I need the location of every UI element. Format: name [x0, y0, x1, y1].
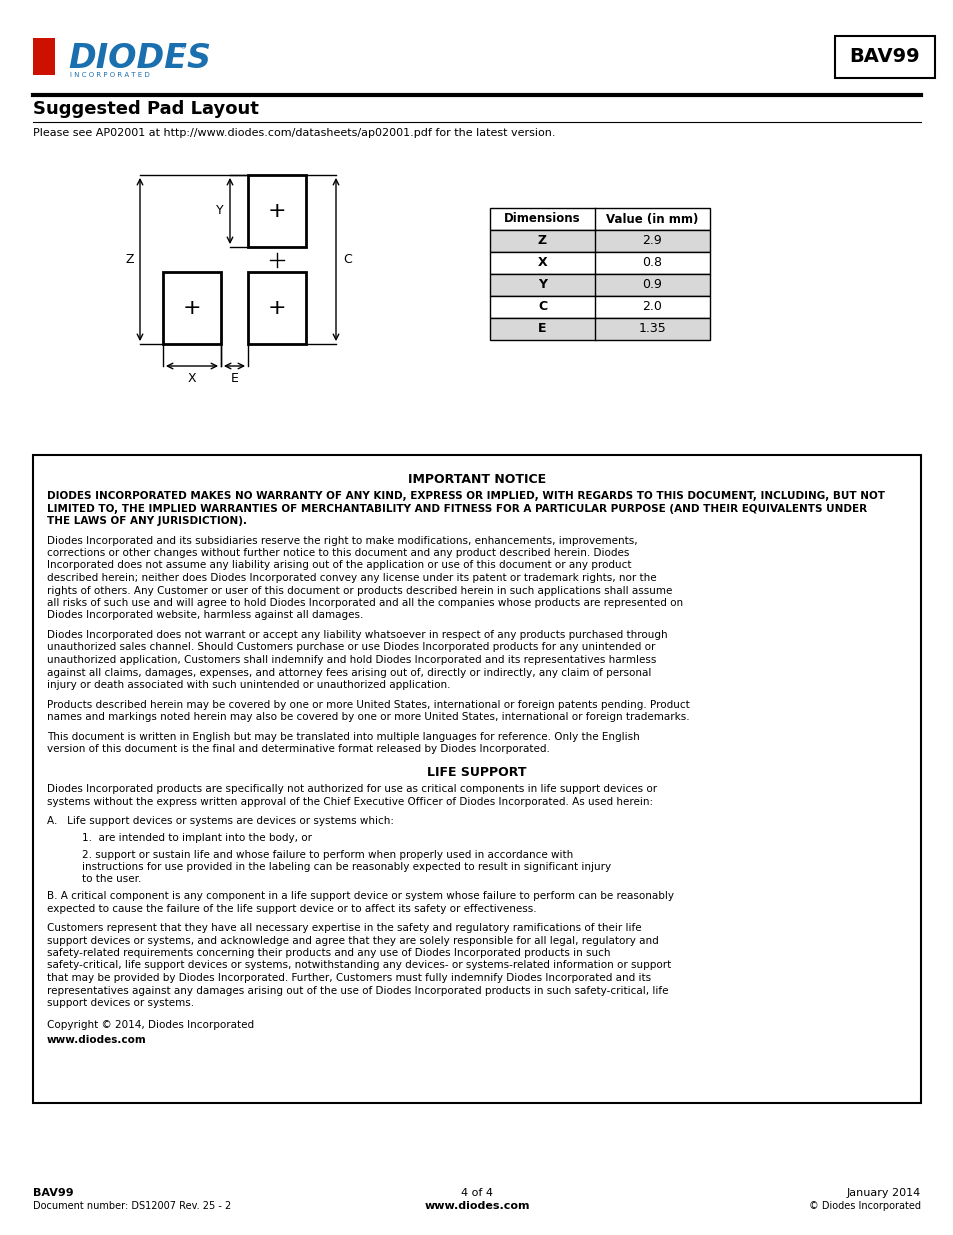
Text: This document is written in English but may be translated into multiple language: This document is written in English but … — [47, 731, 639, 741]
Text: against all claims, damages, expenses, and attorney fees arising out of, directl: against all claims, damages, expenses, a… — [47, 667, 651, 678]
Polygon shape — [33, 38, 55, 75]
Bar — [490, 230, 709, 252]
Text: rights of others. Any Customer or user of this document or products described he: rights of others. Any Customer or user o… — [47, 585, 672, 595]
Text: B. A critical component is any component in a life support device or system whos: B. A critical component is any component… — [47, 890, 673, 902]
Text: Y: Y — [537, 279, 546, 291]
Text: corrections or other changes without further notice to this document and any pro: corrections or other changes without fur… — [47, 548, 629, 558]
Text: Please see AP02001 at http://www.diodes.com/datasheets/ap02001.pdf for the lates: Please see AP02001 at http://www.diodes.… — [33, 128, 555, 138]
Bar — [490, 207, 709, 230]
Text: Diodes Incorporated website, harmless against all damages.: Diodes Incorporated website, harmless ag… — [47, 610, 363, 620]
Text: © Diodes Incorporated: © Diodes Incorporated — [808, 1200, 920, 1212]
Text: 1.  are intended to implant into the body, or: 1. are intended to implant into the body… — [82, 832, 312, 844]
Bar — [248, 175, 306, 247]
Text: instructions for use provided in the labeling can be reasonably expected to resu: instructions for use provided in the lab… — [82, 862, 611, 872]
Text: 0.8: 0.8 — [641, 257, 661, 269]
Text: Z: Z — [537, 235, 546, 247]
Text: +: + — [182, 298, 201, 317]
Text: Products described herein may be covered by one or more United States, internati: Products described herein may be covered… — [47, 699, 689, 709]
Bar — [834, 36, 934, 78]
Text: ®: ® — [180, 44, 187, 49]
Text: Customers represent that they have all necessary expertise in the safety and reg: Customers represent that they have all n… — [47, 923, 641, 932]
Text: support devices or systems.: support devices or systems. — [47, 998, 193, 1008]
Text: Y: Y — [216, 205, 224, 217]
Text: E: E — [231, 372, 238, 384]
Bar — [490, 317, 709, 340]
Text: 2. support or sustain life and whose failure to perform when properly used in ac: 2. support or sustain life and whose fai… — [82, 850, 573, 860]
Bar — [490, 252, 709, 274]
Text: THE LAWS OF ANY JURISDICTION).: THE LAWS OF ANY JURISDICTION). — [47, 516, 247, 526]
Text: A.   Life support devices or systems are devices or systems which:: A. Life support devices or systems are d… — [47, 816, 394, 826]
Text: expected to cause the failure of the life support device or to affect its safety: expected to cause the failure of the lif… — [47, 904, 536, 914]
Bar — [33, 454, 920, 1103]
Text: Document number: DS12007 Rev. 25 - 2: Document number: DS12007 Rev. 25 - 2 — [33, 1200, 231, 1212]
Text: unauthorized sales channel. Should Customers purchase or use Diodes Incorporated: unauthorized sales channel. Should Custo… — [47, 642, 655, 652]
Text: 4 of 4: 4 of 4 — [460, 1188, 493, 1198]
Text: 1.35: 1.35 — [638, 322, 666, 336]
Text: +: + — [268, 298, 286, 317]
Text: Diodes Incorporated does not warrant or accept any liability whatsoever in respe: Diodes Incorporated does not warrant or … — [47, 630, 667, 640]
Text: www.diodes.com: www.diodes.com — [47, 1035, 147, 1045]
Text: C: C — [343, 253, 352, 266]
Text: to the user.: to the user. — [82, 874, 141, 884]
Text: safety-related requirements concerning their products and any use of Diodes Inco: safety-related requirements concerning t… — [47, 948, 610, 958]
Text: LIMITED TO, THE IMPLIED WARRANTIES OF MERCHANTABILITY AND FITNESS FOR A PARTICUL: LIMITED TO, THE IMPLIED WARRANTIES OF ME… — [47, 504, 866, 514]
Text: Copyright © 2014, Diodes Incorporated: Copyright © 2014, Diodes Incorporated — [47, 1020, 253, 1030]
Text: January 2014: January 2014 — [846, 1188, 920, 1198]
Text: DIODES INCORPORATED MAKES NO WARRANTY OF ANY KIND, EXPRESS OR IMPLIED, WITH REGA: DIODES INCORPORATED MAKES NO WARRANTY OF… — [47, 492, 884, 501]
Text: IMPORTANT NOTICE: IMPORTANT NOTICE — [408, 473, 545, 487]
Bar — [490, 274, 709, 296]
Text: 2.9: 2.9 — [642, 235, 661, 247]
Text: I N C O R P O R A T E D: I N C O R P O R A T E D — [70, 72, 150, 78]
Text: representatives against any damages arising out of the use of Diodes Incorporate: representatives against any damages aris… — [47, 986, 668, 995]
Text: systems without the express written approval of the Chief Executive Officer of D: systems without the express written appr… — [47, 797, 653, 806]
Text: Dimensions: Dimensions — [503, 212, 580, 226]
Text: that may be provided by Diodes Incorporated. Further, Customers must fully indem: that may be provided by Diodes Incorpora… — [47, 973, 651, 983]
Bar — [490, 296, 709, 317]
Text: Diodes Incorporated and its subsidiaries reserve the right to make modifications: Diodes Incorporated and its subsidiaries… — [47, 536, 637, 546]
Text: safety-critical, life support devices or systems, notwithstanding any devices- o: safety-critical, life support devices or… — [47, 961, 671, 971]
Text: support devices or systems, and acknowledge and agree that they are solely respo: support devices or systems, and acknowle… — [47, 935, 659, 946]
Text: DIODES: DIODES — [68, 42, 211, 75]
Text: 0.9: 0.9 — [642, 279, 661, 291]
Text: E: E — [537, 322, 546, 336]
Text: BAV99: BAV99 — [33, 1188, 73, 1198]
Text: X: X — [537, 257, 547, 269]
Bar — [248, 272, 306, 345]
Text: 2.0: 2.0 — [642, 300, 661, 314]
Text: Diodes Incorporated products are specifically not authorized for use as critical: Diodes Incorporated products are specifi… — [47, 784, 657, 794]
Text: +: + — [268, 201, 286, 221]
Text: Value (in mm): Value (in mm) — [606, 212, 698, 226]
Text: Suggested Pad Layout: Suggested Pad Layout — [33, 100, 258, 119]
Text: BAV99: BAV99 — [849, 47, 920, 67]
Text: www.diodes.com: www.diodes.com — [424, 1200, 529, 1212]
Text: all risks of such use and will agree to hold Diodes Incorporated and all the com: all risks of such use and will agree to … — [47, 598, 682, 608]
Text: X: X — [188, 372, 196, 384]
Text: C: C — [537, 300, 546, 314]
Text: Incorporated does not assume any liability arising out of the application or use: Incorporated does not assume any liabili… — [47, 561, 631, 571]
Text: injury or death associated with such unintended or unauthorized application.: injury or death associated with such uni… — [47, 680, 450, 690]
Bar — [163, 272, 221, 345]
Text: Z: Z — [126, 253, 134, 266]
Text: version of this document is the final and determinative format released by Diode: version of this document is the final an… — [47, 743, 549, 755]
Text: described herein; neither does Diodes Incorporated convey any license under its : described herein; neither does Diodes In… — [47, 573, 656, 583]
Text: names and markings noted herein may also be covered by one or more United States: names and markings noted herein may also… — [47, 713, 689, 722]
Text: LIFE SUPPORT: LIFE SUPPORT — [427, 767, 526, 779]
Text: unauthorized application, Customers shall indemnify and hold Diodes Incorporated: unauthorized application, Customers shal… — [47, 655, 656, 664]
